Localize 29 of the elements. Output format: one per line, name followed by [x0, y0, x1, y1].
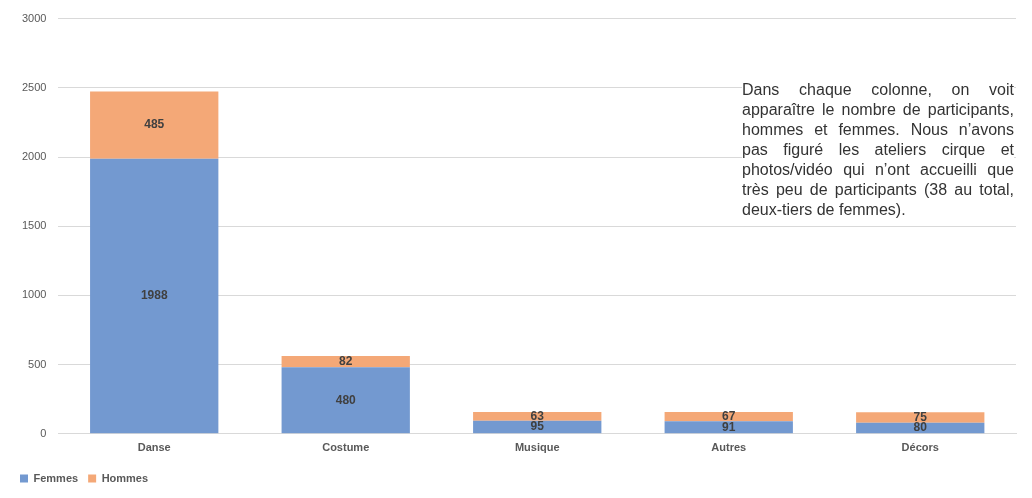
data-label: 80	[913, 420, 928, 435]
bar	[90, 158, 219, 434]
data-label: 82	[339, 354, 353, 369]
data-label: 480	[335, 392, 357, 407]
y-tick-label: 500	[28, 357, 47, 370]
bar	[281, 367, 410, 434]
bar	[664, 411, 793, 422]
x-tick-label: Décors	[901, 441, 939, 454]
y-tick-label: 2000	[21, 150, 47, 163]
annotation: Dans chaque colonne, on voit apparaître le nombre de participants, hommes et femmes. Nous n’avons pas figuré les ateliers cirque et photos/vidéo qui n’ont accueilli que très peu de participants (38 au total, deux-tiers de femmes).	[742, 80, 1014, 220]
bar	[281, 356, 410, 368]
data-label: 95	[530, 419, 545, 434]
x-tick-label: Autres	[711, 441, 747, 454]
x-tick-label: Musique	[514, 441, 560, 454]
bar	[473, 411, 602, 421]
y-tick-label: 0	[40, 426, 47, 439]
y-tick-label: 1000	[21, 288, 47, 301]
bar	[856, 412, 985, 423]
y-tick-label: 1500	[21, 219, 47, 232]
y-tick-label: 3000	[21, 11, 47, 24]
data-label: 485	[144, 117, 165, 132]
y-tick-label: 2500	[21, 80, 47, 93]
legend-label: Hommes	[101, 471, 149, 484]
bar	[664, 421, 793, 434]
x-tick-label: Danse	[137, 441, 171, 454]
data-label: 1988	[140, 288, 168, 303]
x-tick-label: Costume	[322, 441, 370, 454]
bar	[90, 91, 219, 159]
legend-label: Femmes	[33, 471, 79, 484]
